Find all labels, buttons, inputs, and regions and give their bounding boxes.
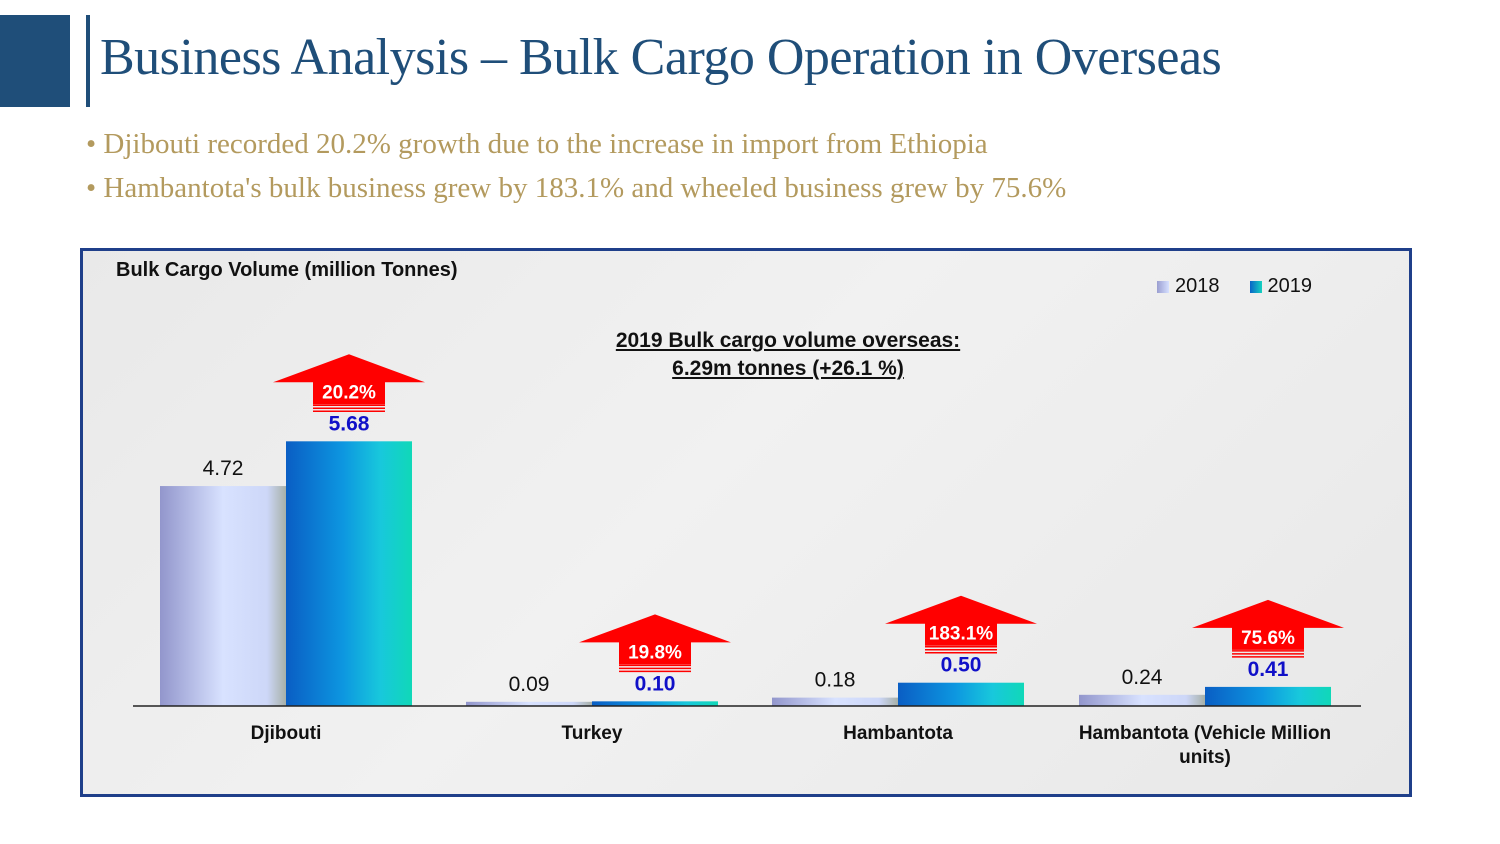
legend-swatch-2018 [1157,280,1169,293]
bar-turkey-2018 [466,701,592,706]
category-label-hambantota-vehicle-million-units-line-2: units) [1179,747,1231,768]
page-title: Business Analysis – Bulk Cargo Operation… [100,29,1222,86]
chart-frame: 4.72 5.68 Djibouti 20.2% 0.09 0.10 Turkey 19.8%… [80,248,1412,797]
growth-arrow-djibouti [273,354,425,405]
annotation-line-1: 2019 Bulk cargo volume overseas: [615,329,961,352]
legend-label-2019: 2019 [1267,275,1313,297]
annotation-line-2: 6.29m tonnes (+26.1 %) [672,357,904,380]
bar-hambantota-2018 [772,697,898,706]
legend-swatch-2019 [1249,280,1262,293]
growth-arrow-hambantota-vehicle-million-units [1192,599,1344,650]
data-label-turkey-2018: 0.09 [509,673,550,696]
growth-arrow-hambantota [885,595,1037,646]
growth-label-turkey: 19.8% [628,642,682,663]
bar-hambantota-vehicle-million-units-2018 [1079,694,1205,706]
growth-label-hambantota-vehicle-million-units: 75.6% [1241,628,1295,649]
data-label-hambantota-2018: 0.18 [815,669,856,692]
legend-item-2019: 2019 [1249,275,1313,298]
category-label-hambantota: Hambantota [843,723,953,744]
chart-annotation: 2019 Bulk cargo volume overseas: 6.29m t… [483,327,1093,383]
legend-item-2018: 2018 [1157,275,1220,298]
legend-label-2018: 2018 [1175,275,1220,297]
bullet-djibouti: • Djibouti recorded 20.2% growth due to … [86,128,988,160]
category-label-turkey: Turkey [562,723,623,744]
growth-arrow-turkey [579,614,731,665]
category-label-hambantota-vehicle-million-units-line-1: Hambantota (Vehicle Million [1079,723,1331,744]
data-label-djibouti-2018: 4.72 [203,457,244,480]
data-label-djibouti-2019: 5.68 [329,412,370,435]
bar-chart: 4.72 5.68 Djibouti 20.2% 0.09 0.10 Turkey 19.8%… [133,354,1361,768]
data-label-hambantota-2019: 0.50 [941,654,982,677]
bar-hambantota-vehicle-million-units-2019 [1205,686,1331,706]
chart-legend: 2018 2019 [1157,275,1312,298]
growth-label-hambantota: 183.1% [929,624,994,645]
title-accent-block [0,15,70,107]
chart-title: Bulk Cargo Volume (million Tonnes) [116,259,458,281]
bar-djibouti-2019 [286,441,412,706]
category-label-djibouti: Djibouti [251,723,322,744]
data-label-hambantota-vehicle-million-units-2019: 0.41 [1248,658,1289,681]
data-label-hambantota-vehicle-million-units-2018: 0.24 [1122,666,1163,689]
bar-hambantota-2019 [898,682,1024,706]
bar-turkey-2019 [592,701,718,706]
title-accent-rule [86,15,90,107]
growth-label-djibouti: 20.2% [322,382,376,403]
data-label-turkey-2019: 0.10 [635,672,676,695]
bar-djibouti-2018 [160,486,286,706]
bullet-hambantota: • Hambantota's bulk business grew by 183… [86,172,1067,204]
